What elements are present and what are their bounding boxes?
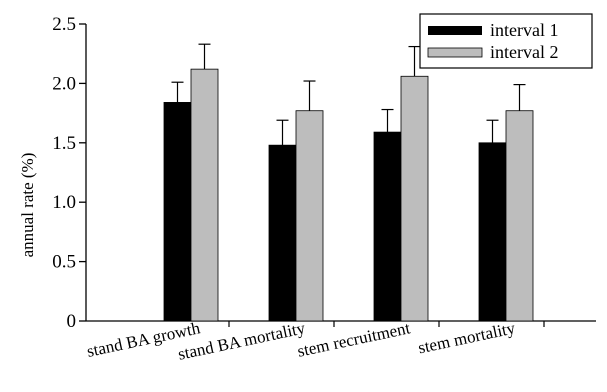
y-tick-label: 2.5 <box>52 14 76 35</box>
y-axis-label: annual rate (%) <box>18 153 37 258</box>
y-ticks: 0 0.5 1.0 1.5 2.0 2.5 <box>52 14 86 332</box>
bar-2-2 <box>295 110 324 322</box>
error-bars <box>171 43 526 146</box>
bar-2-1 <box>190 68 219 322</box>
bar-2-4 <box>505 110 534 322</box>
bars <box>163 68 534 322</box>
y-tick-label: 0.5 <box>52 252 76 273</box>
legend: interval 1 interval 2 <box>419 13 593 69</box>
bar-1-3 <box>373 131 402 322</box>
category-label: stem recruitment <box>296 318 412 360</box>
legend-swatch-interval-1 <box>428 26 482 35</box>
legend-swatch-interval-2 <box>427 47 483 58</box>
legend-box <box>419 13 593 69</box>
y-tick-label: 2.0 <box>52 73 76 94</box>
bar-2-3 <box>400 75 429 322</box>
y-tick-label: 1.0 <box>52 192 76 213</box>
category-label: stem mortality <box>416 318 517 357</box>
bar-1-4 <box>478 142 507 322</box>
bar-1-1 <box>163 102 192 322</box>
y-tick-label: 0 <box>67 311 77 332</box>
y-tick-label: 1.5 <box>52 133 76 154</box>
legend-label-interval-1: interval 1 <box>490 20 558 40</box>
legend-label-interval-2: interval 2 <box>490 42 558 62</box>
bar-1-2 <box>268 144 297 322</box>
